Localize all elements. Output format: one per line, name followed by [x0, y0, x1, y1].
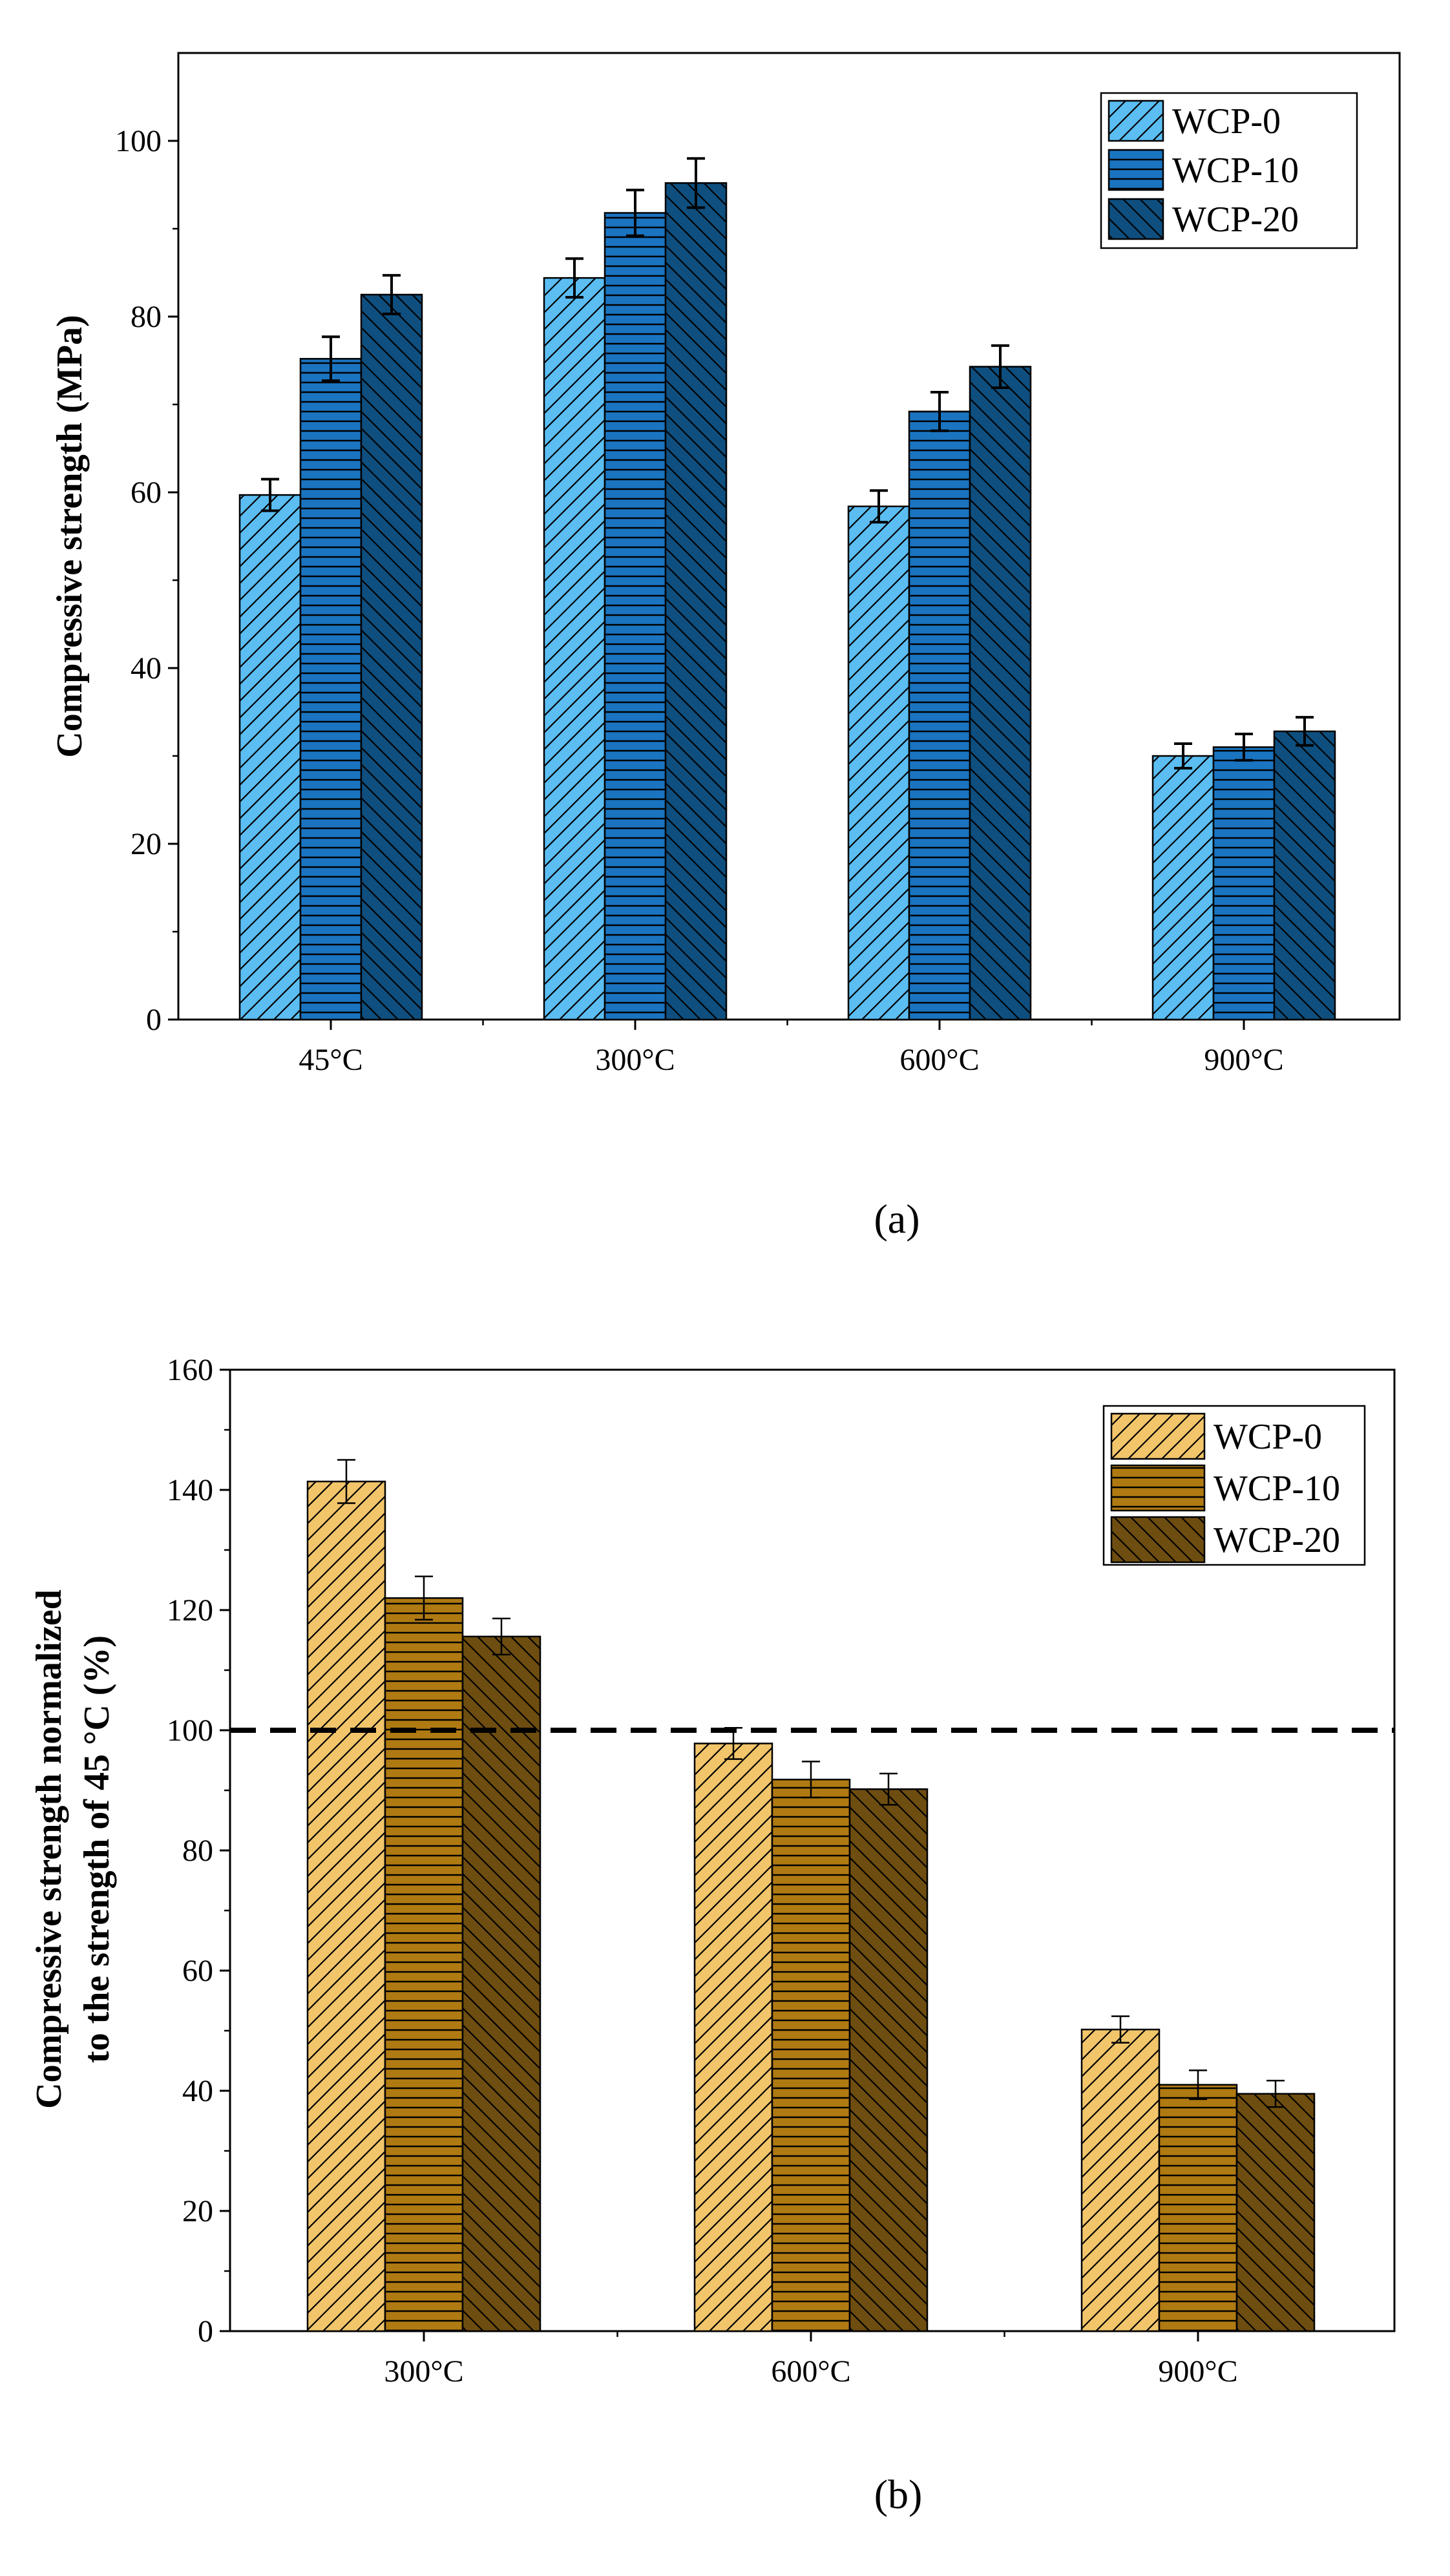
- legend-swatch-wcp-10: [1110, 1464, 1206, 1512]
- y-tick-label: 0: [198, 2314, 213, 2349]
- y-tick-label: 160: [167, 1353, 213, 1387]
- y-tick-label: 60: [131, 476, 162, 510]
- bar-wcp-0: [693, 1743, 773, 2332]
- bar-wcp-20: [848, 1788, 929, 2332]
- legend-swatch-wcp-20: [1108, 198, 1164, 240]
- y-axis-title: Compressive strength (MPa): [50, 315, 90, 757]
- bar-wcp-20: [461, 1635, 541, 2332]
- series-wcp-20: [360, 157, 1336, 1021]
- bar-wcp-0: [543, 277, 606, 1021]
- x-tick-label: 900°C: [1158, 2354, 1237, 2389]
- y-tick-label: 20: [131, 827, 162, 861]
- y-tick-label: 40: [131, 651, 162, 686]
- legend-label: WCP-10: [1172, 151, 1299, 191]
- series-wcp-20: [461, 1617, 1316, 2332]
- y-axis-title-line: Compressive strength normalized: [29, 1589, 69, 2109]
- y-tick-label: 100: [115, 124, 162, 158]
- bar-wcp-0: [306, 1480, 386, 2332]
- bar-wcp-10: [604, 212, 667, 1021]
- panel-caption: (b): [874, 2471, 923, 2517]
- bar-wcp-0: [1080, 2028, 1161, 2332]
- bar-wcp-0: [238, 494, 302, 1021]
- legend: WCP-0 WCP-10 WCP-20: [1102, 1405, 1366, 1566]
- legend-label: WCP-0: [1172, 101, 1281, 141]
- bar-wcp-20: [1273, 730, 1336, 1021]
- chart-normalized-strength: 0 20 40 60 80 100 120 140 160 Compressive strengt…: [29, 1353, 1396, 2517]
- bar-wcp-20: [1235, 2093, 1316, 2332]
- legend-label: WCP-0: [1214, 1417, 1322, 1457]
- y-tick-label: 140: [167, 1473, 213, 1507]
- y-axis-title-line: Compressive strength (MPa): [50, 315, 90, 757]
- legend-label: WCP-10: [1214, 1469, 1340, 1509]
- panel-caption: (a): [874, 1196, 919, 1242]
- x-tick-label: 45°C: [299, 1043, 362, 1077]
- y-tick-label: 80: [131, 300, 162, 334]
- x-tick-label: 900°C: [1204, 1043, 1283, 1077]
- legend: WCP-0 WCP-10 WCP-20: [1100, 92, 1358, 249]
- bar-wcp-10: [1158, 2084, 1238, 2332]
- bar-wcp-10: [908, 410, 971, 1021]
- plot-frame: [177, 52, 1401, 1021]
- bar-wcp-10: [1212, 746, 1276, 1021]
- chart-compressive-strength: 0 20 40 60 80 100 Compressive strength (MPa) 45…: [50, 52, 1401, 1242]
- bar-wcp-0: [1151, 755, 1215, 1021]
- legend-swatch-wcp-0: [1110, 1412, 1206, 1460]
- series-wcp-10: [299, 189, 1276, 1021]
- y-tick-label: 60: [182, 1954, 213, 1988]
- bar-wcp-20: [969, 366, 1032, 1021]
- legend-swatch-wcp-10: [1108, 149, 1164, 191]
- bar-wcp-20: [360, 293, 423, 1021]
- y-tick-label: 0: [146, 1003, 162, 1037]
- series-wcp-0: [306, 1459, 1161, 2332]
- bar-wcp-10: [299, 358, 362, 1021]
- legend-swatch-wcp-0: [1108, 99, 1164, 142]
- x-tick-label: 600°C: [771, 2354, 850, 2389]
- y-axis-title: Compressive strength normalized to the st…: [29, 1589, 117, 2109]
- x-tick-label: 300°C: [595, 1043, 675, 1077]
- y-tick-label: 120: [167, 1593, 213, 1628]
- bar-wcp-10: [384, 1597, 464, 2332]
- y-tick-label: 20: [182, 2194, 213, 2228]
- bar-wcp-20: [664, 182, 728, 1021]
- bar-wcp-10: [771, 1779, 851, 2332]
- legend-label: WCP-20: [1214, 1520, 1340, 1560]
- y-axis-title-line: to the strength of 45 °C (%): [77, 1635, 117, 2063]
- legend-swatch-wcp-20: [1110, 1516, 1206, 1564]
- series-wcp-10: [384, 1575, 1238, 2332]
- y-tick-label: 40: [182, 2074, 213, 2108]
- series-wcp-0: [238, 257, 1215, 1021]
- legend-label: WCP-20: [1172, 200, 1299, 240]
- x-tick-label: 300°C: [384, 2354, 463, 2389]
- bar-wcp-0: [847, 505, 910, 1021]
- y-tick-label: 80: [182, 1834, 213, 1868]
- y-tick-label: 100: [167, 1713, 213, 1748]
- x-tick-label: 600°C: [899, 1043, 979, 1077]
